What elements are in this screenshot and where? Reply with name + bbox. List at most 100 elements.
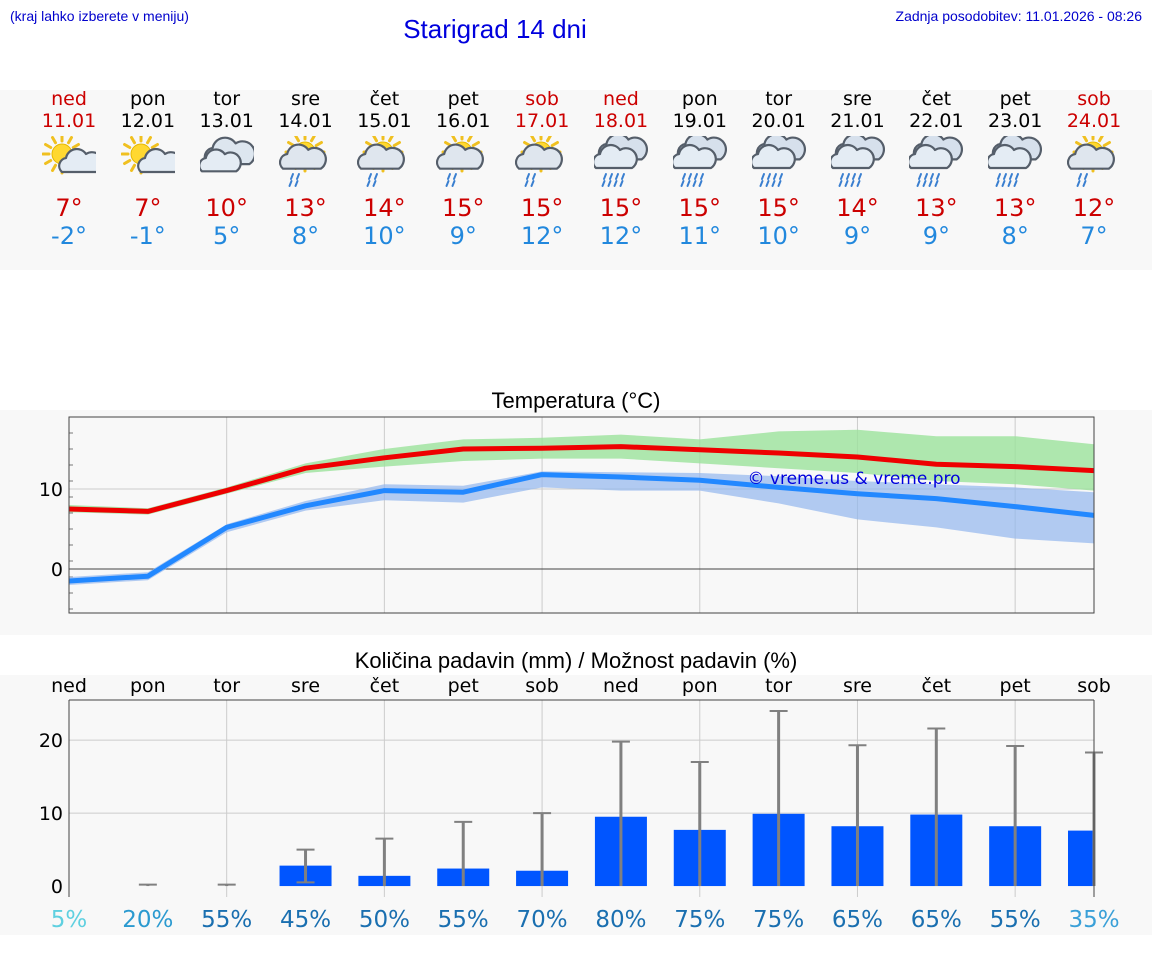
sun-cloud-rain-icon xyxy=(1067,136,1115,187)
max-temp: 7° xyxy=(55,194,83,222)
day-date: 12.01 xyxy=(120,110,176,132)
category-label: sob xyxy=(525,675,559,697)
day-name: ned xyxy=(51,88,87,110)
day-column: pon 19.01 15° 11° xyxy=(660,88,740,250)
min-temp: -1° xyxy=(129,222,166,250)
precipitation-chart: ned pon tor sre čet pet sob ned pon tor sre čet pet s… xyxy=(39,675,1120,933)
min-temp: 8° xyxy=(1001,222,1029,250)
min-temp: 10° xyxy=(757,222,800,250)
min-temp: 5° xyxy=(213,222,241,250)
day-date: 20.01 xyxy=(751,110,806,132)
min-temp: 9° xyxy=(449,222,477,250)
max-temp: 15° xyxy=(441,194,485,222)
min-temp-line xyxy=(68,472,1095,584)
max-temp: 7° xyxy=(134,194,162,222)
precip-chance: 55% xyxy=(990,907,1041,933)
precip-chance: 20% xyxy=(122,907,173,933)
max-temp: 15° xyxy=(520,194,564,222)
day-name: pon xyxy=(129,88,166,110)
sun-cloud-rain-icon xyxy=(436,136,485,187)
y-tick-label: 10 xyxy=(39,479,63,501)
day-column: sob 17.01 15° 12° xyxy=(502,88,582,250)
day-column: ned 18.01 15° 12° xyxy=(581,88,661,250)
min-temp: 9° xyxy=(843,222,872,250)
watermark: © vreme.us & vreme.pro xyxy=(747,469,960,489)
precip-chance: 65% xyxy=(832,907,883,933)
precip-chance: 5% xyxy=(51,907,88,933)
category-label: tor xyxy=(765,675,792,697)
max-temp: 13° xyxy=(915,194,958,222)
max-temp: 10° xyxy=(205,194,248,222)
day-name: sre xyxy=(843,88,872,110)
precip-chance: 55% xyxy=(201,907,252,933)
day-column: čet 22.01 13° 9° xyxy=(896,88,976,250)
day-column: sob 24.01 12° 7° xyxy=(1054,88,1134,250)
category-label: pon xyxy=(682,675,718,697)
header-hint: (kraj lahko izberete v meniju) xyxy=(10,8,189,24)
min-temp: 10° xyxy=(363,222,406,250)
category-label: sre xyxy=(291,675,320,697)
plot-frame xyxy=(68,416,1095,614)
cloud-icon xyxy=(199,136,254,173)
precip-chance: 75% xyxy=(674,907,725,933)
sun-cloud-rain-icon xyxy=(278,136,327,187)
day-name: pon xyxy=(681,88,718,110)
day-column: čet 15.01 14° 10° xyxy=(344,88,424,250)
day-name: sob xyxy=(1077,88,1111,110)
day-date: 15.01 xyxy=(357,110,412,132)
min-temp: 7° xyxy=(1080,222,1108,250)
precip-chance: 75% xyxy=(753,907,804,933)
day-date: 13.01 xyxy=(199,110,254,132)
precip-chance: 70% xyxy=(517,907,568,933)
day-column: pet 16.01 15° 9° xyxy=(423,88,503,250)
precip-chance: 35% xyxy=(1068,907,1119,933)
day-name: pet xyxy=(447,88,479,110)
forecast-band xyxy=(0,90,1152,270)
page-title: Starigrad 14 dni xyxy=(403,14,587,44)
sun-cloud-icon xyxy=(120,136,175,175)
max-temp-line xyxy=(68,444,1095,514)
min-temp: 8° xyxy=(291,222,320,250)
last-updated: Zadnja posodobitev: 11.01.2026 - 08:26 xyxy=(895,8,1142,24)
category-label: pet xyxy=(448,675,479,697)
day-date: 22.01 xyxy=(909,110,964,132)
day-column: sre 21.01 14° 9° xyxy=(818,88,898,250)
category-label: sob xyxy=(1077,675,1111,697)
day-name: sob xyxy=(525,88,559,110)
max-temp: 14° xyxy=(836,194,879,222)
day-date: 24.01 xyxy=(1066,110,1122,132)
day-date: 23.01 xyxy=(987,110,1043,132)
precip-chance: 55% xyxy=(438,907,489,933)
temperature-chart: 0 10 © vreme.us & vreme.pro xyxy=(39,416,1095,614)
sun-cloud-rain-icon xyxy=(515,136,564,187)
day-date: 17.01 xyxy=(514,110,570,132)
day-column: pet 23.01 13° 8° xyxy=(975,88,1055,250)
day-date: 14.01 xyxy=(278,110,333,132)
day-name: ned xyxy=(603,88,639,110)
day-name: pet xyxy=(999,88,1031,110)
y-tick-label: 10 xyxy=(39,803,63,825)
day-date: 18.01 xyxy=(593,110,649,132)
category-label: tor xyxy=(213,675,240,697)
sun-cloud-rain-icon xyxy=(357,136,406,187)
day-name: čet xyxy=(921,88,952,110)
cloud-rain-icon xyxy=(751,136,806,187)
category-label: ned xyxy=(51,675,87,697)
day-column: sre 14.01 13° 8° xyxy=(266,88,346,250)
temperature-chart-title: Temperatura (°C) xyxy=(491,388,661,413)
day-date: 19.01 xyxy=(672,110,727,132)
cloud-rain-icon xyxy=(830,136,885,187)
cloud-rain-icon xyxy=(988,136,1043,187)
precipitation-chart-title: Količina padavin (mm) / Možnost padavin … xyxy=(354,648,798,673)
day-column: tor 13.01 10° 5° xyxy=(187,88,267,250)
precip-chance: 45% xyxy=(280,907,331,933)
precip-chance: 50% xyxy=(359,907,410,933)
cloud-rain-icon xyxy=(909,136,964,187)
max-temp: 13° xyxy=(284,194,327,222)
day-date: 11.01 xyxy=(41,110,97,132)
y-tick-label: 0 xyxy=(51,559,63,581)
day-name: tor xyxy=(213,88,241,110)
max-temp: 12° xyxy=(1072,194,1116,222)
category-label: pon xyxy=(130,675,166,697)
min-temp: -2° xyxy=(51,222,87,250)
